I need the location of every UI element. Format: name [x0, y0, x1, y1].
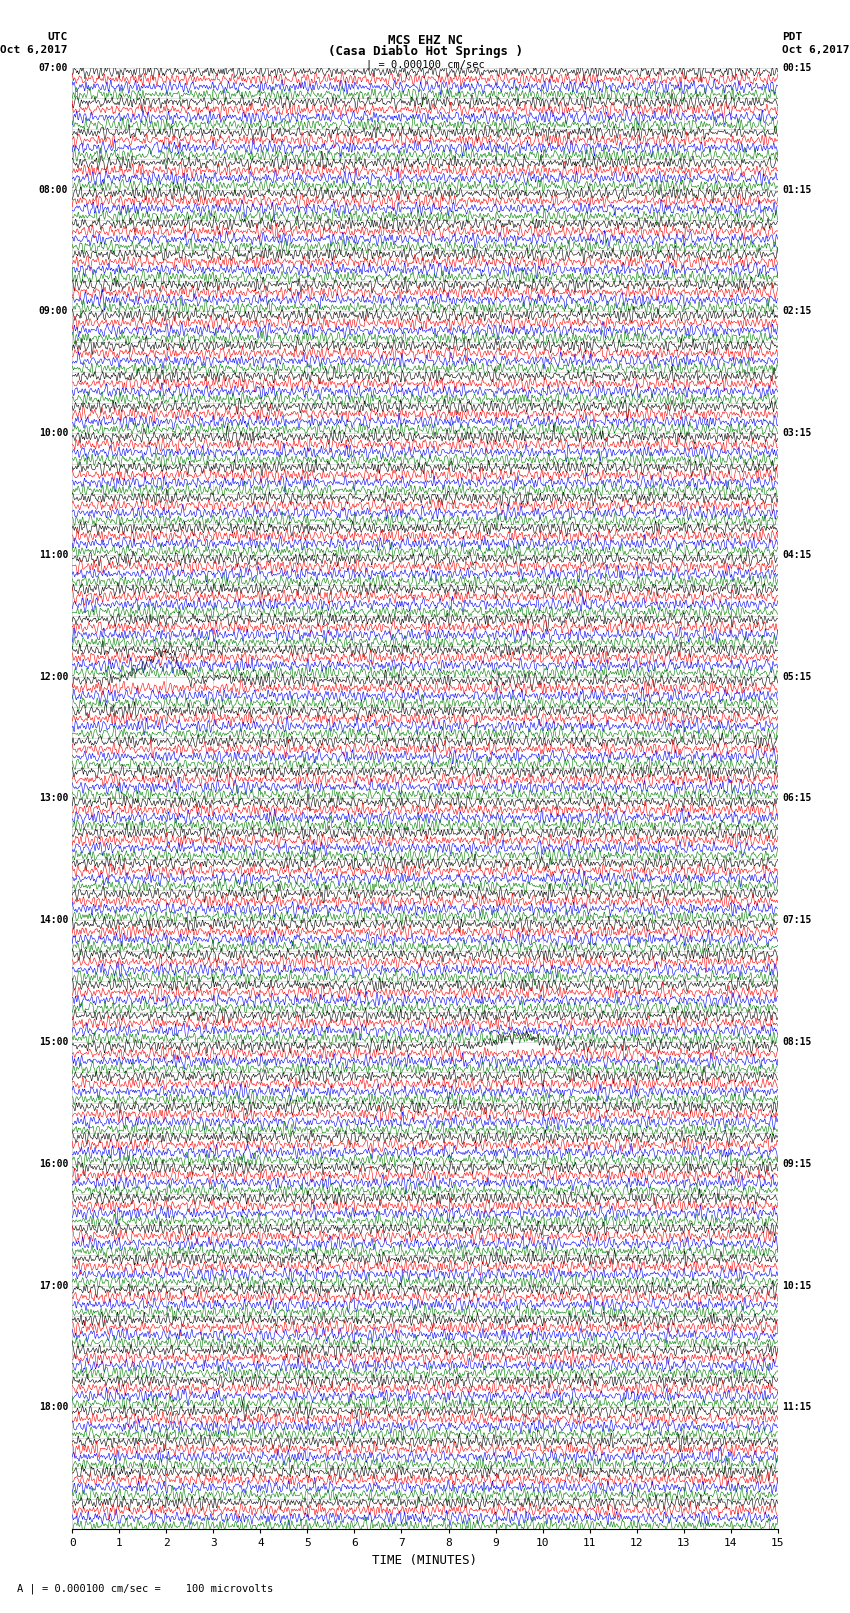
Text: UTC: UTC	[48, 32, 68, 42]
Text: MCS EHZ NC: MCS EHZ NC	[388, 34, 462, 47]
Text: 03:15: 03:15	[782, 427, 812, 439]
Text: 06:15: 06:15	[782, 794, 812, 803]
Text: 11:15: 11:15	[782, 1402, 812, 1413]
Text: 08:00: 08:00	[38, 184, 68, 195]
Text: 01:15: 01:15	[782, 184, 812, 195]
Text: 10:15: 10:15	[782, 1281, 812, 1290]
Text: 02:15: 02:15	[782, 306, 812, 316]
Text: 12:00: 12:00	[38, 671, 68, 682]
Text: 00:15: 00:15	[782, 63, 812, 73]
Text: | = 0.000100 cm/sec: | = 0.000100 cm/sec	[366, 60, 484, 71]
Text: Oct 6,2017: Oct 6,2017	[1, 45, 68, 55]
Text: 04:15: 04:15	[782, 550, 812, 560]
Text: 11:00: 11:00	[38, 550, 68, 560]
Text: 07:00: 07:00	[38, 63, 68, 73]
Text: A | = 0.000100 cm/sec =    100 microvolts: A | = 0.000100 cm/sec = 100 microvolts	[17, 1582, 273, 1594]
Text: Oct 6,2017: Oct 6,2017	[782, 45, 849, 55]
X-axis label: TIME (MINUTES): TIME (MINUTES)	[372, 1553, 478, 1566]
Text: PDT: PDT	[782, 32, 802, 42]
Text: 07:15: 07:15	[782, 915, 812, 926]
Text: 05:15: 05:15	[782, 671, 812, 682]
Text: 14:00: 14:00	[38, 915, 68, 926]
Text: 13:00: 13:00	[38, 794, 68, 803]
Text: 16:00: 16:00	[38, 1158, 68, 1169]
Text: 17:00: 17:00	[38, 1281, 68, 1290]
Text: 08:15: 08:15	[782, 1037, 812, 1047]
Text: (Casa Diablo Hot Springs ): (Casa Diablo Hot Springs )	[327, 45, 523, 58]
Text: 10:00: 10:00	[38, 427, 68, 439]
Text: 15:00: 15:00	[38, 1037, 68, 1047]
Text: 09:15: 09:15	[782, 1158, 812, 1169]
Text: 18:00: 18:00	[38, 1402, 68, 1413]
Text: 09:00: 09:00	[38, 306, 68, 316]
